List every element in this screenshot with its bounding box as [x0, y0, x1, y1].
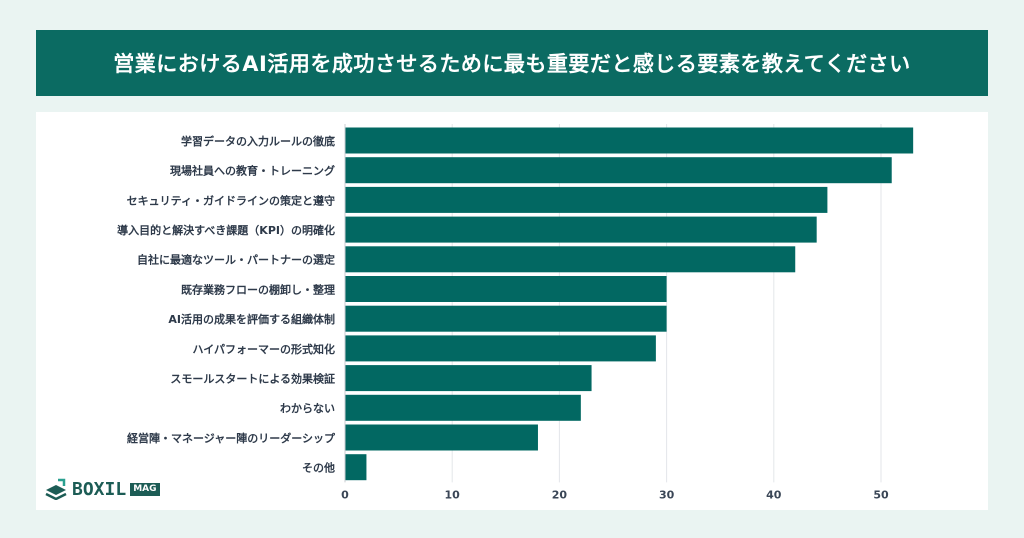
category-label: AI活用の成果を評価する組織体制 [168, 312, 335, 326]
category-label: 既存業務フローの棚卸し・整理 [181, 282, 335, 296]
category-label: その他 [302, 461, 335, 475]
logo-word: BOXIL [72, 478, 127, 500]
bar [345, 186, 828, 213]
bar [345, 365, 592, 392]
category-label: スモールスタートによる効果検証 [170, 371, 335, 385]
bar [345, 276, 667, 302]
bar [345, 305, 667, 332]
x-tick-label: 0 [341, 488, 349, 501]
x-tick-label: 50 [873, 488, 889, 501]
bar [345, 335, 656, 362]
category-label: ハイパフォーマーの形式知化 [192, 342, 335, 356]
boxil-mag-logo: BOXIL MAG [44, 478, 160, 500]
title-banner: 営業におけるAI活用を成功させるために最も重要だと感じる要素を教えてください [36, 30, 988, 96]
x-tick-label: 10 [445, 488, 461, 501]
x-tick-label: 30 [659, 488, 675, 501]
category-label: 自社に最適なツール・パートナーの選定 [137, 253, 335, 267]
x-tick-label: 20 [552, 488, 568, 501]
bar [345, 454, 367, 481]
bar [345, 394, 581, 421]
category-label: セキュリティ・ガイドラインの策定と遵守 [127, 193, 335, 207]
bar [345, 157, 892, 184]
bar [345, 424, 538, 451]
category-label: 学習データの入力ルールの徹底 [181, 134, 335, 148]
logo-badge: MAG [130, 482, 160, 496]
x-tick-label: 40 [766, 488, 782, 501]
chart-title: 営業におけるAI活用を成功させるために最も重要だと感じる要素を教えてください [113, 52, 911, 76]
bar [345, 127, 914, 154]
category-label: 導入目的と解決すべき課題（KPI）の明確化 [117, 223, 335, 237]
category-label: 現場社員への教育・トレーニング [170, 164, 335, 178]
bar [345, 246, 796, 273]
bar [345, 216, 817, 243]
category-label: わからない [280, 402, 335, 415]
category-label: 経営陣・マネージャー陣のリーダーシップ [127, 431, 336, 445]
logo-icon [45, 478, 67, 500]
